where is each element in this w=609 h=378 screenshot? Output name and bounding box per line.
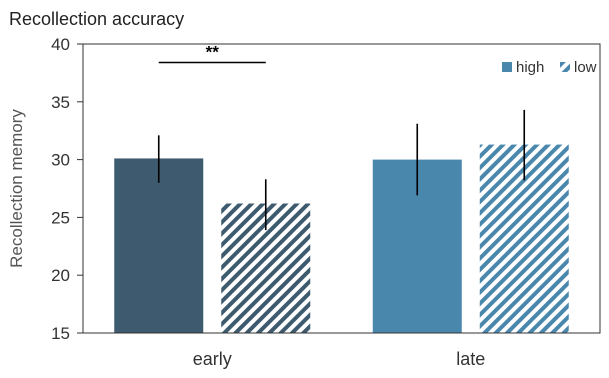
- y-tick-label: 35: [51, 93, 70, 112]
- y-tick-label: 15: [51, 324, 70, 343]
- x-tick-label: late: [456, 349, 485, 369]
- legend: high low: [502, 59, 597, 76]
- legend-swatch-high: [502, 62, 512, 72]
- chart-title: Recollection accuracy: [9, 9, 184, 29]
- plot-frame: [82, 43, 601, 334]
- axes: 15 20 25 30 35 40 early late: [51, 35, 601, 369]
- legend-label-high: high: [516, 59, 544, 76]
- y-tick-label: 30: [51, 151, 70, 170]
- legend-swatch-low: [560, 62, 570, 72]
- error-bars: [157, 109, 526, 231]
- significance-label: **: [206, 42, 220, 61]
- annotations: **: [158, 42, 266, 64]
- y-tick-label: 40: [51, 35, 70, 54]
- legend-label-low: low: [574, 59, 597, 76]
- x-tick-label: early: [193, 349, 232, 369]
- y-axis-label: Recollection memory: [7, 109, 26, 268]
- y-tick-label: 20: [51, 266, 70, 285]
- bars: [114, 144, 569, 333]
- y-tick-label: 25: [51, 208, 70, 227]
- bar-high-early: [114, 158, 204, 333]
